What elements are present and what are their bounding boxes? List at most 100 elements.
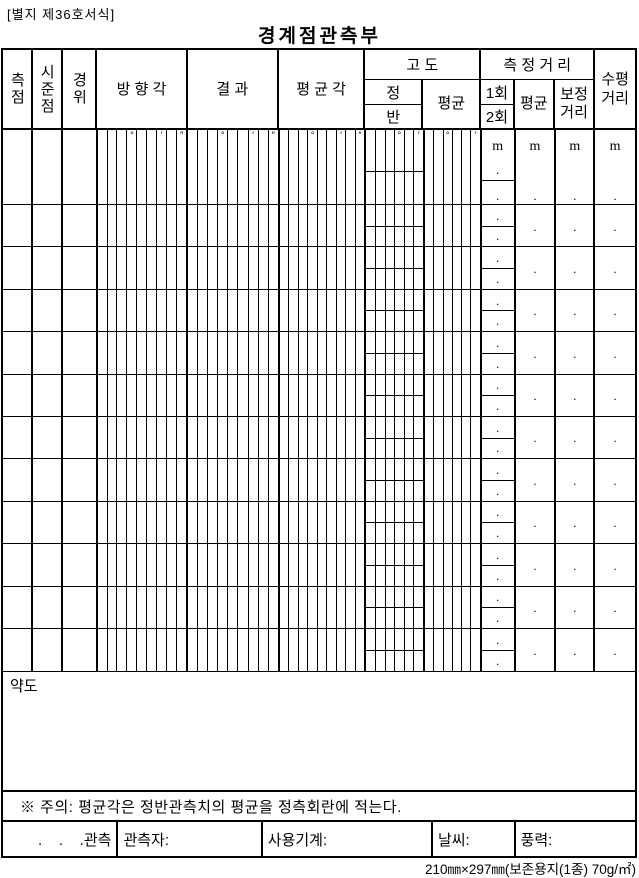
angle-strip bbox=[327, 416, 337, 459]
angle-strip bbox=[346, 544, 356, 586]
angle-strip bbox=[453, 416, 463, 459]
angle-strip bbox=[108, 130, 118, 204]
angle-strips bbox=[280, 628, 365, 672]
angle-strip bbox=[208, 332, 219, 374]
cell-result bbox=[188, 374, 280, 416]
angle-strip bbox=[471, 587, 479, 628]
angle-strip bbox=[157, 332, 168, 374]
cell-mean-angle bbox=[280, 374, 367, 416]
cell-corrected-distance: . bbox=[556, 586, 596, 628]
cell-corrected-distance: . bbox=[556, 332, 596, 374]
cell-direction-angle bbox=[98, 459, 189, 501]
fore-back-divider bbox=[366, 170, 423, 172]
angle-strip bbox=[137, 459, 148, 501]
angle-strip bbox=[108, 205, 118, 247]
angle-strip bbox=[356, 375, 365, 416]
angle-strip bbox=[346, 289, 356, 332]
angle-strip bbox=[157, 544, 168, 586]
angle-strip bbox=[318, 205, 328, 247]
angle-strip bbox=[318, 374, 328, 416]
angle-strip bbox=[198, 374, 209, 416]
cell-corrected-distance: . bbox=[556, 374, 596, 416]
cell-altitude-foreback bbox=[366, 501, 425, 544]
angle-strip bbox=[299, 501, 309, 544]
min-symbol: ′ bbox=[474, 130, 477, 140]
cell-altitude-foreback bbox=[366, 332, 425, 374]
angle-strip bbox=[318, 586, 328, 628]
cell-corrected-distance: . bbox=[556, 459, 596, 501]
cell-direction-angle bbox=[98, 416, 189, 459]
angle-strip bbox=[137, 332, 148, 374]
angle-strip bbox=[259, 374, 269, 416]
fore-back-divider bbox=[366, 268, 423, 270]
angle-strip bbox=[157, 628, 168, 672]
angle-strips bbox=[188, 247, 278, 289]
angle-strip bbox=[308, 459, 318, 501]
cell-station bbox=[3, 459, 33, 501]
angle-strip bbox=[238, 544, 249, 586]
angle-strip bbox=[434, 501, 444, 544]
angle-strips bbox=[425, 586, 480, 628]
cell-distance-1-2: m.. bbox=[481, 130, 516, 204]
meter-unit-label: m bbox=[569, 139, 581, 154]
angle-strip bbox=[337, 247, 347, 289]
cell-altitude-foreback bbox=[366, 247, 425, 289]
cell-corrected-distance: . bbox=[556, 501, 596, 544]
cell-horizontal-distance: . bbox=[613, 261, 617, 276]
angle-strip bbox=[471, 205, 479, 246]
angle-strip bbox=[434, 628, 444, 672]
cell-result bbox=[188, 459, 280, 501]
angle-strip bbox=[444, 459, 453, 501]
angle-strip bbox=[356, 205, 365, 246]
cell-distance-1-2: .. bbox=[481, 205, 516, 247]
header-horizontal-distance: 수평거리 bbox=[601, 71, 629, 107]
angle-strip bbox=[238, 374, 249, 416]
cell-horizontal-distance: . bbox=[613, 431, 617, 446]
angle-strip bbox=[188, 247, 199, 289]
angle-strip: ° bbox=[218, 130, 229, 204]
angle-strip bbox=[434, 374, 444, 416]
angle-strip bbox=[453, 289, 463, 332]
cell-altitude-mean bbox=[425, 416, 482, 459]
angle-strips bbox=[98, 544, 187, 586]
cell-distance-1-2: .. bbox=[481, 628, 516, 672]
angle-strip bbox=[157, 247, 168, 289]
angle-strip bbox=[157, 586, 168, 628]
angle-strip bbox=[117, 586, 128, 628]
angle-strip bbox=[238, 130, 249, 204]
header-distance-subs: 1회 2회 평균 보정거리 bbox=[481, 80, 593, 128]
angle-strip bbox=[147, 247, 158, 289]
angle-strip bbox=[147, 374, 158, 416]
angle-strip bbox=[208, 130, 219, 204]
angle-strip bbox=[453, 205, 463, 247]
cell-station bbox=[3, 332, 33, 374]
cell-direction-angle bbox=[98, 247, 189, 289]
angle-strip bbox=[238, 205, 249, 247]
cell-altitude-foreback bbox=[366, 205, 425, 247]
cell-corrected-distance: . bbox=[556, 205, 596, 247]
sec-symbol: ″ bbox=[180, 130, 184, 140]
cell-distance-mean: . bbox=[516, 332, 557, 374]
cell-distance-mean: . bbox=[516, 289, 557, 332]
angle-strip bbox=[471, 502, 479, 543]
angle-strip bbox=[356, 587, 365, 628]
angle-strip bbox=[471, 417, 479, 458]
cell-altitude-foreback: ° ′ bbox=[366, 130, 425, 204]
angle-strip bbox=[386, 130, 396, 204]
angle-strip bbox=[289, 544, 299, 586]
angle-strip bbox=[177, 332, 186, 373]
angle-strip bbox=[280, 247, 290, 289]
cell-direction-angle bbox=[98, 374, 189, 416]
angle-strip bbox=[167, 544, 178, 586]
cell-distance-1-2: .. bbox=[481, 374, 516, 416]
cell-direction-angle bbox=[98, 289, 189, 332]
angle-strip bbox=[98, 459, 108, 501]
angle-strip bbox=[337, 289, 347, 332]
angle-strips bbox=[425, 628, 480, 672]
angle-strip bbox=[208, 544, 219, 586]
angle-strips bbox=[98, 416, 187, 459]
header-distance-mean: 평균 bbox=[515, 80, 555, 128]
angle-strip bbox=[167, 586, 178, 628]
angle-strip bbox=[249, 416, 259, 459]
angle-strips bbox=[98, 586, 187, 628]
